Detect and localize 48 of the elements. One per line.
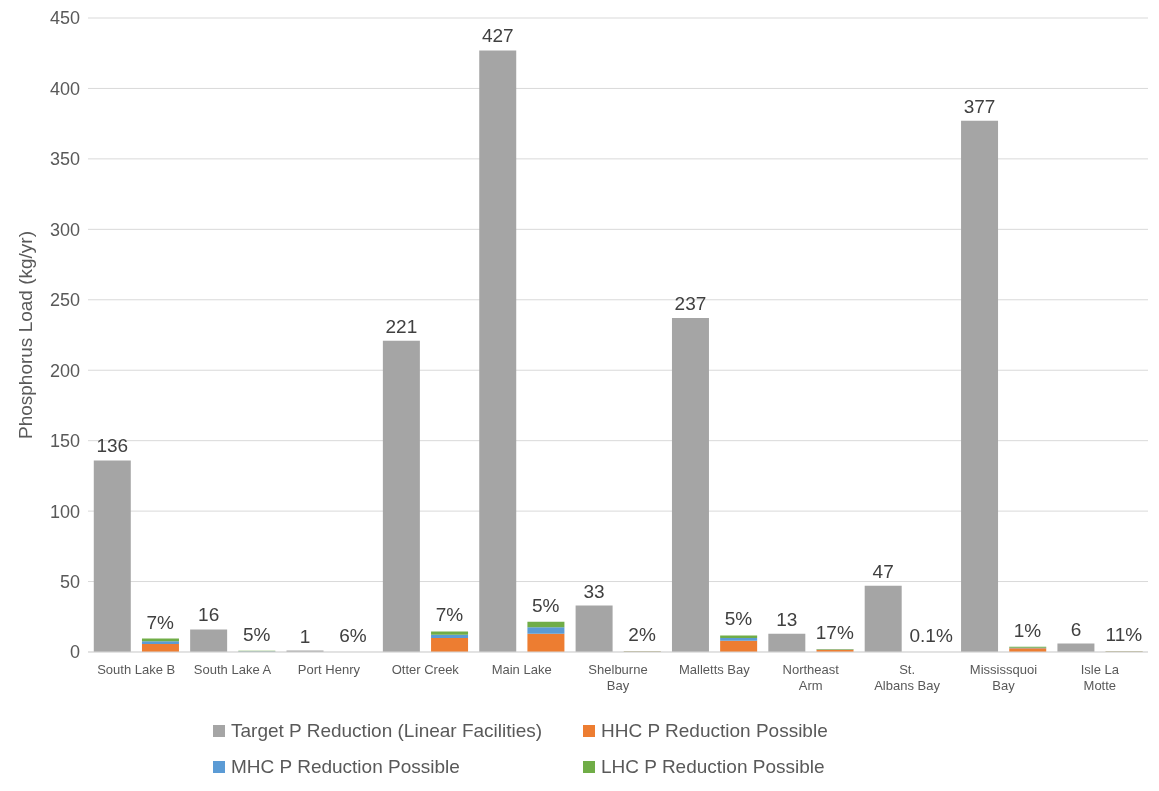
annotation: 17% bbox=[815, 621, 854, 643]
y-tick-label: 350 bbox=[49, 149, 80, 170]
y-tick-label: 300 bbox=[49, 219, 80, 240]
x-tick-label: Port Henry bbox=[297, 662, 361, 677]
y-tick-label: 150 bbox=[49, 431, 80, 452]
annotation: 7% bbox=[146, 611, 175, 633]
annotation: 2% bbox=[628, 624, 656, 646]
data-label: 136 bbox=[96, 435, 129, 457]
x-tick-label: St. Albans Bay bbox=[874, 662, 941, 693]
annotation: 6% bbox=[339, 625, 367, 646]
annotation: 7% bbox=[435, 604, 464, 626]
legend-label: HHC P Reduction Possible bbox=[601, 720, 828, 742]
x-tick-label: Shelburne Bay bbox=[588, 662, 648, 693]
data-label: 427 bbox=[481, 25, 514, 47]
legend-label: LHC P Reduction Possible bbox=[601, 756, 825, 778]
data-label: 221 bbox=[385, 315, 418, 337]
legend-label: MHC P Reduction Possible bbox=[231, 756, 460, 778]
data-label: 16 bbox=[198, 604, 220, 626]
x-tick-label: South Lake A bbox=[193, 662, 272, 677]
x-tick-label: Mississquoi Bay bbox=[969, 662, 1038, 693]
y-tick-label: 400 bbox=[49, 78, 80, 99]
annotation: 0.1% bbox=[909, 625, 953, 646]
y-axis-title: Phosphorus Load (kg/yr) bbox=[14, 230, 36, 440]
annotation: 5% bbox=[724, 608, 753, 630]
y-tick-label: 0 bbox=[69, 642, 80, 663]
data-label: 237 bbox=[674, 293, 707, 315]
data-label: 47 bbox=[872, 560, 894, 582]
y-tick-label: 250 bbox=[49, 290, 80, 311]
data-label: 1 bbox=[299, 625, 311, 647]
y-tick-label: 100 bbox=[49, 501, 80, 522]
x-tick-label: South Lake B bbox=[97, 662, 176, 677]
data-label: 377 bbox=[963, 95, 996, 117]
annotation: 1% bbox=[1013, 619, 1042, 641]
legend-label: Target P Reduction (Linear Facilities) bbox=[231, 720, 543, 742]
data-label: 13 bbox=[776, 608, 798, 630]
data-label: 6 bbox=[1070, 618, 1082, 640]
x-tick-label: Otter Creek bbox=[391, 662, 460, 677]
annotation: 11% bbox=[1105, 624, 1143, 646]
x-tick-label: Main Lake bbox=[491, 662, 552, 677]
annotation: 5% bbox=[531, 594, 560, 616]
y-tick-label: 450 bbox=[49, 8, 80, 29]
x-tick-label: Isle La Motte bbox=[1080, 662, 1120, 693]
y-tick-label: 50 bbox=[59, 571, 80, 592]
x-tick-label: Northeast Arm bbox=[782, 662, 840, 693]
y-tick-label: 200 bbox=[49, 360, 80, 381]
annotation: 5% bbox=[242, 623, 271, 645]
data-label: 33 bbox=[583, 580, 605, 602]
x-tick-label: Malletts Bay bbox=[678, 662, 751, 677]
